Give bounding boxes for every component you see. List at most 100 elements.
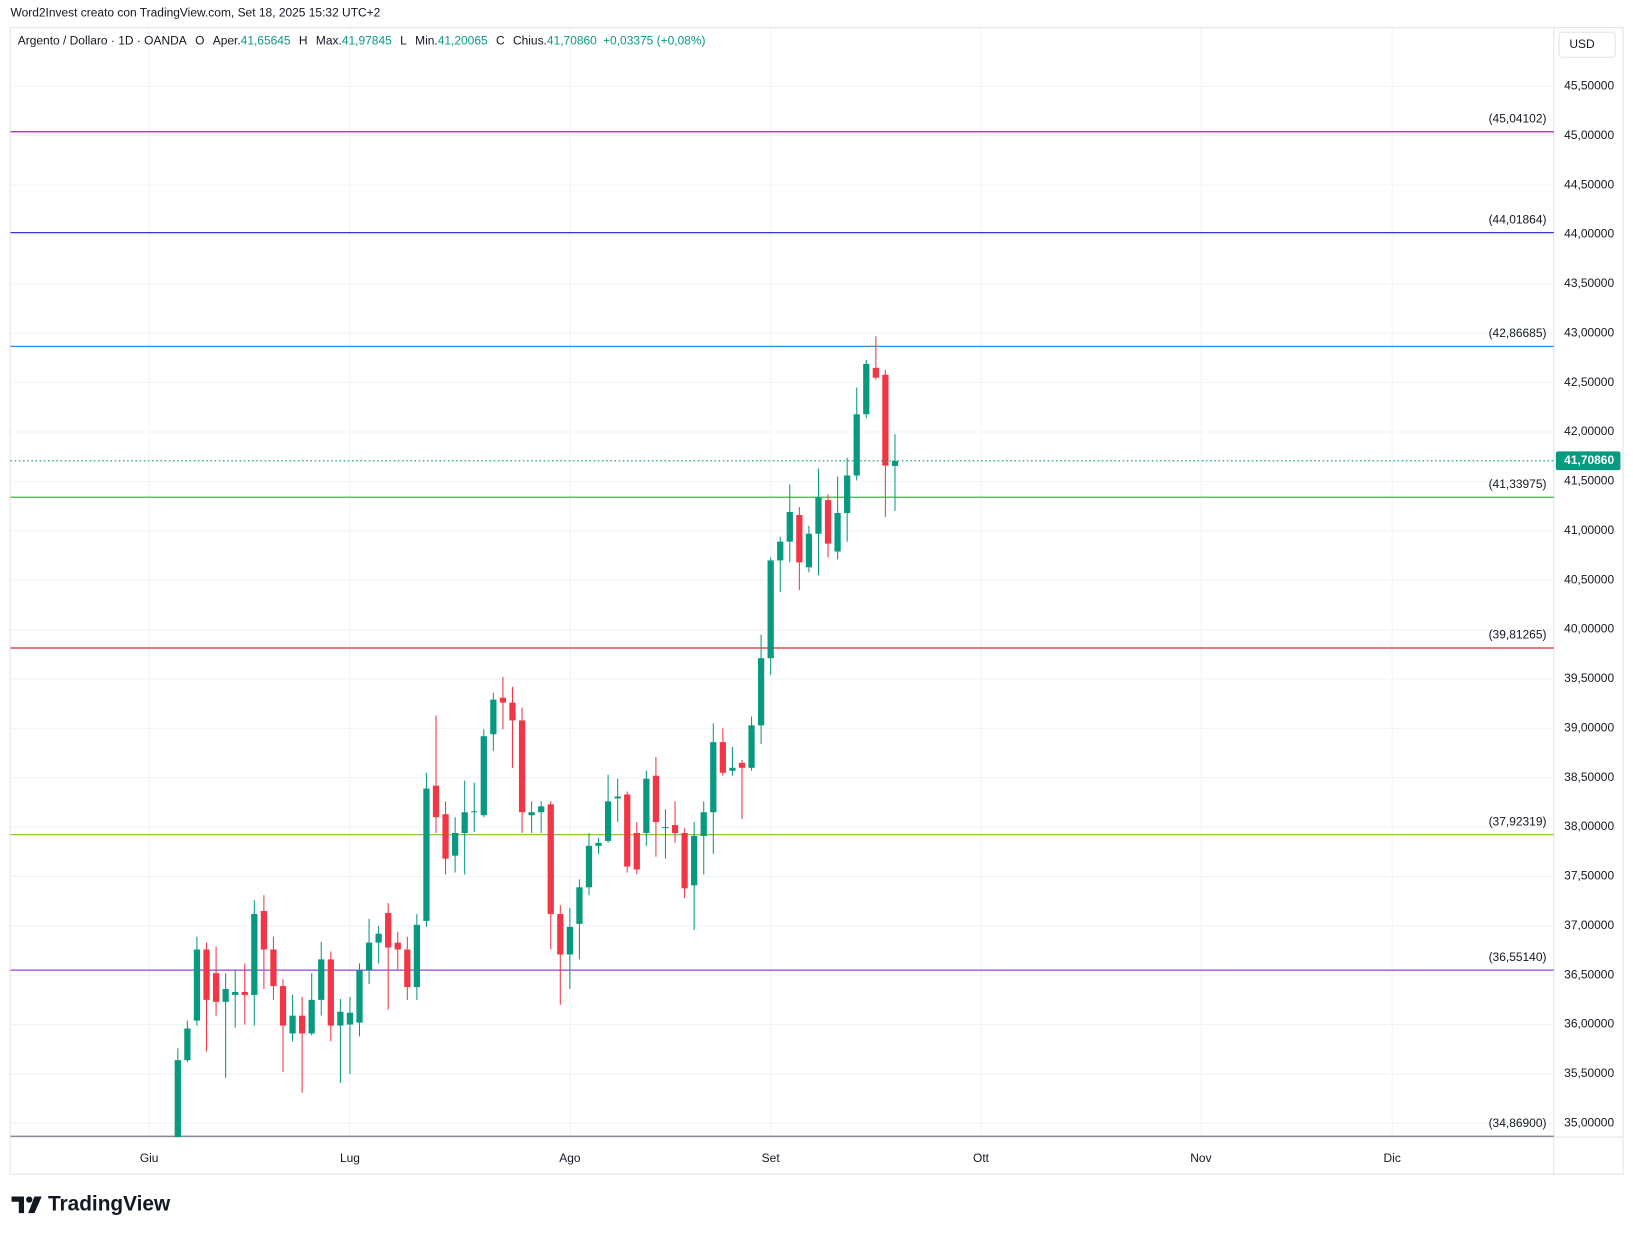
ohlc-key: O [195,34,204,48]
candle-body [748,725,755,768]
y-tick-label: 35,50000 [1564,1066,1614,1080]
currency: USD [1569,37,1595,51]
symbol: Argento / Dollaro · 1D · OANDA [18,34,187,48]
candle-body [365,942,373,971]
candle-body [652,775,660,823]
x-tick-label: Giu [140,1151,159,1165]
candle-body [738,762,746,768]
candle-body [318,959,325,1000]
candle-body [193,949,201,1021]
x-tick-label: Lug [340,1151,360,1165]
candle-body [480,736,487,816]
y-tick-label: 36,00000 [1564,1017,1614,1031]
candle-body [624,794,631,867]
level-label: (45,04102) [1489,111,1547,125]
last-price-tag [1555,451,1621,471]
x-tick-label: Ott [973,1151,990,1165]
candle-body [299,1015,306,1034]
y-tick-label: 42,00000 [1564,424,1614,438]
currency-box [1558,31,1616,58]
brand-logo [11,1196,42,1214]
candle-body [595,842,602,846]
candle-body [260,911,268,950]
y-tick-label: 37,00000 [1564,918,1614,932]
candle-body [432,785,440,818]
ohlc-name: Chius. [513,34,547,48]
legend: Argento / Dollaro · 1D · OANDA O Aper.41,6… [18,34,706,48]
candle-body [375,933,382,943]
y-tick-label: 36,50000 [1564,967,1614,981]
y-tick-label: 44,00000 [1564,227,1614,241]
candle-body [222,989,229,1002]
y-tick-label: 41,00000 [1564,523,1614,537]
candle-body [700,812,707,836]
candle-body [241,991,248,995]
candle-body [270,949,277,987]
ohlc-value: 41,70860 [547,34,597,48]
y-tick-label: 44,50000 [1564,177,1614,191]
candle-body [604,801,612,841]
candle-body [844,475,851,514]
candle-body [251,913,258,995]
candle-body [777,541,784,561]
ohlc-key: C [496,34,505,48]
overlay: 41,70860 [10,451,1621,471]
level-label: (34,86900) [1489,1116,1547,1130]
candle-body [796,514,803,563]
candle-body [327,959,334,1026]
candle-body [681,832,688,889]
candle-body [815,497,822,534]
ohlc-value: 41,65645 [241,34,291,48]
candle-body [499,697,507,703]
candle-body [232,991,239,995]
level-label: (41,33975) [1489,477,1547,491]
candle-body [691,835,698,886]
y-tick-label: 35,00000 [1564,1115,1614,1129]
change: +0,03375 (+0,08%) [603,34,705,48]
y-tick-label: 40,00000 [1564,622,1614,636]
candle-body [442,814,449,859]
candle-body [882,374,889,466]
candle-body [891,460,899,466]
candle-body [518,720,526,813]
level-label: (36,55140) [1489,950,1547,964]
candle-body [423,788,430,921]
candle-body [203,949,210,1000]
candle-body [547,804,554,914]
y-tick-label: 38,00000 [1564,819,1614,833]
y-tick-label: 45,50000 [1564,79,1614,93]
candle-body [394,942,401,950]
x-tick-label: Dic [1384,1151,1401,1165]
candle-body [614,796,621,799]
candle-body [212,973,220,1002]
y-tick-label: 42,50000 [1564,375,1614,389]
y-tick-label: 39,50000 [1564,671,1614,685]
candle-body [710,742,717,813]
candle-body [805,533,813,568]
ohlc-name: Min. [415,34,438,48]
candle-body [490,699,497,735]
candle-body [643,778,650,833]
y-tick-label: 43,00000 [1564,325,1614,339]
level-label: (44,01864) [1489,212,1547,226]
candle-body [566,926,573,955]
candle-body [538,806,545,813]
ohlc-value: 41,97845 [342,34,392,48]
candle-body [385,912,392,948]
candle-body [308,999,315,1034]
level-label: (37,92319) [1489,814,1547,828]
level-label: (39,81265) [1489,628,1547,642]
ohlc-name: Max. [316,34,342,48]
candle-body [662,827,669,829]
y-tick-label: 45,00000 [1564,128,1614,142]
levels: (45,04102) (44,01864) (42,86685) (41,33975)… [10,111,1554,1137]
candle-body [767,560,774,659]
ohlc-key: H [299,34,308,48]
candle-body [671,825,679,833]
candle-body [279,986,287,1026]
candle-body [853,414,860,476]
candle-body [528,812,535,816]
candle-body [509,702,516,721]
ohlc-key: L [400,34,407,48]
candle-body [834,513,841,552]
